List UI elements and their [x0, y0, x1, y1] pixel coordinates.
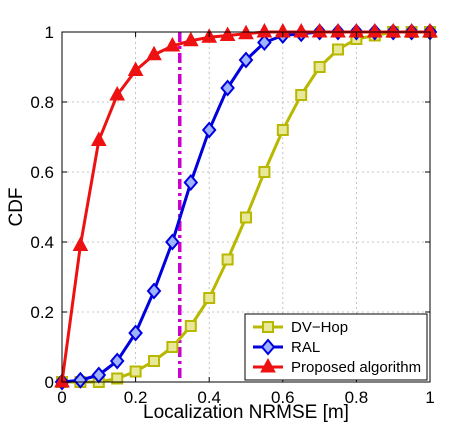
- y-tick-label-2: 0.4: [30, 233, 54, 252]
- x-tick-label-1: 0.2: [124, 388, 148, 407]
- legend-label-2: Proposed algorithm: [291, 359, 421, 376]
- data-point-s0-3: [111, 372, 124, 385]
- data-point-s2-1: [72, 236, 89, 251]
- data-point-s1-10: [238, 51, 254, 69]
- data-point-s2-6: [164, 36, 181, 52]
- data-point-s2-4: [127, 61, 144, 76]
- x-tick-label-4: 0.8: [345, 388, 369, 407]
- data-point-s2-17: [366, 22, 383, 38]
- ticks: 0 0.2 0.4 0.6 0.8 1 0 0.2 0.4 0.6 0.8 1: [30, 23, 434, 407]
- data-point-s0-5: [148, 355, 160, 367]
- data-point-s1-4: [128, 324, 143, 342]
- x-tick-label-3: 0.6: [271, 388, 295, 407]
- data-point-s0-15: [332, 43, 344, 56]
- data-point-s2-3: [109, 85, 126, 101]
- legend-marker-2: [260, 357, 276, 373]
- data-point-s2-5: [146, 45, 162, 61]
- data-point-s2-18: [385, 22, 402, 38]
- data-point-s2-9: [219, 26, 236, 41]
- data-point-s0-4: [129, 365, 142, 378]
- legend: DV−Hop RAL Proposed algorithm: [244, 313, 428, 381]
- data-point-s0-8: [203, 292, 216, 304]
- data-point-s1-9: [220, 79, 235, 97]
- y-axis-title: CDF: [6, 187, 27, 226]
- legend-label-1: RAL: [291, 339, 320, 356]
- data-point-s0-13: [295, 89, 308, 101]
- data-point-s1-7: [183, 173, 199, 192]
- data-point-s1-5: [146, 282, 162, 300]
- legend-marker-0: [262, 321, 274, 333]
- data-point-s0-6: [166, 341, 179, 353]
- legend-label-0: DV−Hop: [291, 319, 348, 336]
- x-tick-label-2: 0.4: [197, 388, 221, 407]
- data-point-s0-12: [276, 124, 289, 136]
- data-point-s0-10: [240, 211, 252, 224]
- data-point-s2-11: [256, 22, 273, 38]
- y-tick-label-4: 0.8: [30, 93, 54, 112]
- data-point-s0-14: [313, 61, 326, 73]
- x-tick-label-5: 1: [425, 388, 434, 407]
- data-point-s2-13: [293, 22, 310, 38]
- data-point-s2-7: [182, 31, 199, 47]
- data-point-s1-3: [109, 352, 125, 370]
- data-point-s2-15: [330, 22, 346, 38]
- data-point-s0-11: [258, 166, 271, 178]
- plot-area-frame: [61, 31, 431, 383]
- y-tick-label-5: 1: [45, 23, 54, 42]
- x-axis-title: Localization NRMSE [m]: [143, 402, 349, 423]
- data-point-s0-7: [184, 320, 197, 332]
- data-point-s2-19: [403, 22, 420, 38]
- data-point-s1-8: [201, 121, 217, 139]
- data-point-s1-6: [165, 233, 180, 251]
- y-tick-label-0: 0: [45, 373, 54, 392]
- y-tick-label-3: 0.6: [30, 163, 54, 182]
- legend-marker-1: [260, 338, 276, 356]
- data-point-s0-9: [221, 253, 234, 266]
- y-tick-label-1: 0.2: [30, 303, 54, 322]
- data-point-s2-14: [311, 22, 328, 38]
- x-tick-label-0: 0: [57, 388, 66, 407]
- data-point-s1-1: [73, 371, 88, 389]
- data-point-s2-2: [90, 131, 107, 146]
- data-point-s1-11: [257, 33, 272, 52]
